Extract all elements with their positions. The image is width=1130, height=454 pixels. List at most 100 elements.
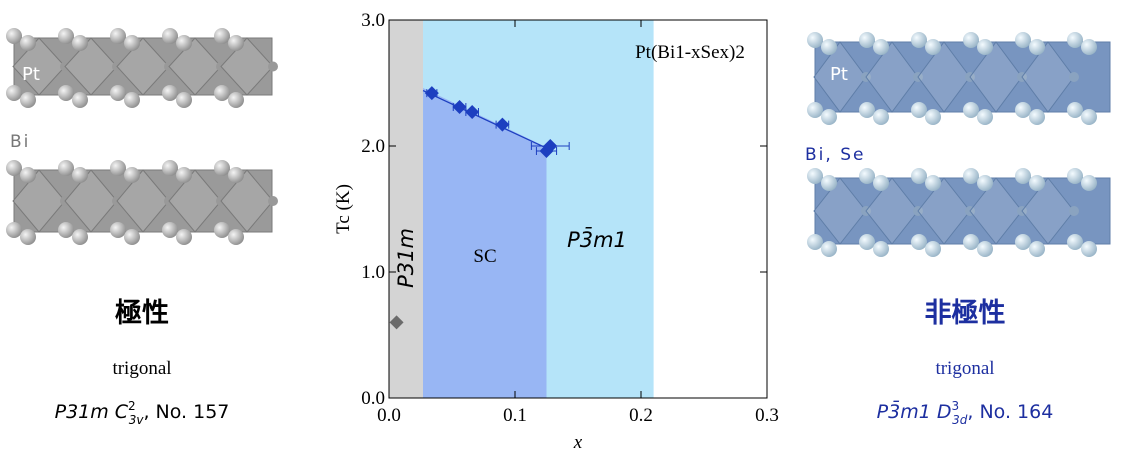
atom: [72, 92, 88, 108]
number: , No. 157: [143, 401, 229, 423]
atom: [1029, 175, 1045, 191]
atom: [72, 35, 88, 51]
atom: [6, 85, 22, 101]
atom: [124, 92, 140, 108]
atom: [72, 229, 88, 245]
facet: [116, 169, 170, 233]
atom: [110, 160, 126, 176]
schoenflies: C: [115, 401, 129, 423]
atom: [214, 85, 230, 101]
chart: P31m P3̄m1 SC Pt(Bi1-xSex)2 0.0 0.1 0.2 0.3 0.0 1…: [333, 10, 779, 453]
atom: [807, 234, 823, 250]
atom: [1015, 32, 1031, 48]
atom: [859, 102, 875, 118]
atom: [977, 39, 993, 55]
panel-title: 極性: [115, 298, 169, 329]
atom: [807, 168, 823, 184]
atom: [859, 234, 875, 250]
facet: [969, 41, 1023, 113]
panel-title: 非極性: [925, 298, 1006, 329]
atom: [963, 32, 979, 48]
atom: [1067, 234, 1083, 250]
atom: [1081, 241, 1097, 257]
facet: [116, 37, 170, 96]
facet: [12, 169, 66, 233]
atom: [1081, 175, 1097, 191]
atom: [1069, 206, 1079, 216]
atom: [176, 92, 192, 108]
crystal-structures: [6, 28, 1111, 257]
atom: [807, 32, 823, 48]
atom: [911, 32, 927, 48]
facet: [917, 41, 971, 113]
atom: [6, 160, 22, 176]
facet: [1021, 177, 1075, 245]
atom: [1067, 102, 1083, 118]
data-point: [452, 99, 467, 114]
group: P3̄m1: [877, 399, 931, 423]
atom: [1067, 168, 1083, 184]
atom: [925, 109, 941, 125]
sup: 2: [128, 399, 136, 413]
atom: [176, 35, 192, 51]
atom: [228, 229, 244, 245]
atom: [1015, 168, 1031, 184]
atom: [963, 168, 979, 184]
atom: [162, 160, 178, 176]
atom: [911, 102, 927, 118]
sup: 3: [951, 399, 959, 413]
number: , No. 164: [967, 401, 1053, 423]
phase-region: [389, 20, 424, 398]
x-axis-label: x: [573, 432, 583, 453]
fit-line: [422, 89, 554, 152]
atom: [911, 234, 927, 250]
atom: [162, 85, 178, 101]
facet: [865, 41, 919, 113]
facet: [64, 37, 118, 96]
y-tick-label: 0.0: [361, 388, 385, 409]
atom: [58, 160, 74, 176]
atom: [873, 109, 889, 125]
facet: [220, 37, 274, 96]
atom: [162, 222, 178, 238]
sub: 3d: [952, 413, 968, 427]
atom: [110, 28, 126, 44]
atom: [821, 39, 837, 55]
atom: [977, 175, 993, 191]
atom: [963, 234, 979, 250]
schoenflies: D: [937, 401, 952, 423]
atom: [176, 167, 192, 183]
facet: [813, 177, 867, 245]
atom: [821, 241, 837, 257]
y-tick-label: 1.0: [361, 262, 385, 283]
atom: [110, 85, 126, 101]
x-tick-label: 0.0: [377, 405, 401, 426]
facet: [168, 37, 222, 96]
atom: [1029, 109, 1045, 125]
atom: [873, 39, 889, 55]
annotation: Pt(Bi1-xSex)2: [635, 42, 745, 63]
data-point: [389, 315, 404, 330]
atom: [1029, 241, 1045, 257]
region-label: P3̄m1: [567, 227, 627, 252]
y-axis-label: Tc (K): [333, 184, 354, 234]
atom: [58, 28, 74, 44]
atom: [6, 222, 22, 238]
region-label: SC: [473, 246, 496, 267]
space-group: P3̄m1 D3 3d, No. 164: [877, 399, 1054, 427]
atom: [162, 28, 178, 44]
atom: [821, 175, 837, 191]
data-point: [465, 104, 480, 119]
atom: [214, 28, 230, 44]
atom-label: Pt: [22, 64, 40, 85]
atom: [873, 175, 889, 191]
plot-frame: [388, 19, 768, 399]
atom: [124, 35, 140, 51]
atom: [58, 222, 74, 238]
atom: [925, 241, 941, 257]
atom: [214, 160, 230, 176]
sub: 3v: [129, 413, 145, 427]
atom: [214, 222, 230, 238]
space-group: P31m C2 3v, No. 157: [55, 399, 230, 427]
